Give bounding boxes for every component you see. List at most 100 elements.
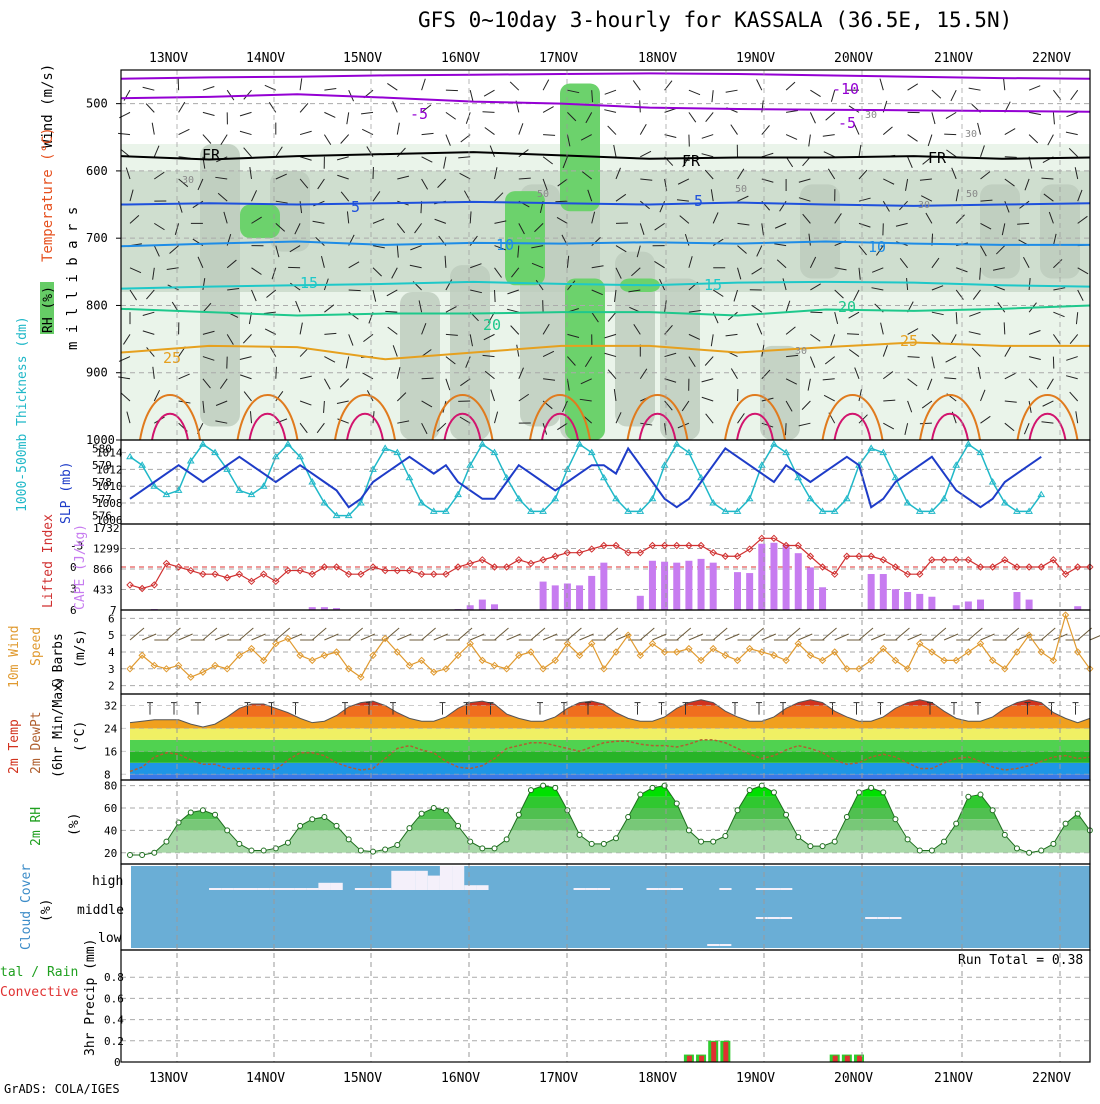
pressure-tick-label: 500 [86,97,108,111]
wind-tick-label: 6 [108,612,115,625]
cape-bar [479,600,486,610]
cape-tick-label: 433 [93,584,113,597]
temp-band [121,763,1090,774]
isotherm-label: 20 [838,298,856,316]
rh-point [686,828,691,833]
wind-barb-10m [677,628,691,640]
temp-band [121,751,1090,762]
cloud-axis-label-1: Cloud Cover [19,864,34,950]
rh-point [407,826,412,831]
date-label-top: 18NOV [638,51,677,66]
cape-bar [868,574,875,610]
rh-point [699,839,704,844]
rh-label: 30 [965,129,977,140]
wind-barb [495,290,496,302]
thickness-axis-label: 1000-500mb Thickness (dm) [15,316,30,512]
rh-point [188,810,193,815]
cloud-tick-low: low [98,931,122,946]
rh-axis-label-2: (%) [67,813,82,836]
rh-point [516,812,521,817]
cloud-high-bar [719,888,731,890]
cloud-high-bar [440,866,452,890]
rh-point [893,817,898,822]
rh-point [1051,841,1056,846]
pressure-axis-label: m i l l i b a r s [65,207,81,350]
cape-bar [1026,600,1033,610]
isotherm-label: 15 [704,276,722,294]
cape-bar [807,567,814,610]
cape-bar [576,585,583,610]
rh-point [917,848,922,853]
wind-barb-10m [422,628,436,640]
cape-tick-label: 866 [93,563,113,576]
rh-point [249,848,254,853]
rh-high-patch [560,83,600,211]
rh-label: 30 [918,200,930,211]
cloud-high-bar [780,888,792,890]
isotherm-label: -5 [410,105,428,123]
rh-point [808,844,813,849]
rh-tick-label: 40 [104,824,117,837]
cloud-high-bar [756,888,768,890]
cloud-high-bar [221,888,233,890]
temp-tick-label: 16 [104,745,117,758]
rh-point [857,790,862,795]
rh-column [980,184,1020,278]
temp-axis-label-1: 2m Temp [7,719,22,774]
rh-point [638,792,643,797]
cloud-high-bar [574,888,586,890]
cloud-high-bar [464,885,476,890]
rh-point [456,823,461,828]
cape-bar [880,574,887,610]
lifted-index-line [130,538,1090,588]
rh-point [869,785,874,790]
wind-barb-10m [823,628,837,640]
wind-axis-label-1: 10m Wind [7,625,22,688]
panel-frame [121,950,1090,1062]
rh-label: 50 [537,189,549,200]
precip-tick-label: 0 [114,1056,121,1069]
cloud-tick-middle: middle [77,903,124,918]
cloud-high-bar [355,888,367,890]
rh-column [760,346,800,440]
isotherm-label: 25 [900,332,918,350]
wind-barb-10m [713,628,727,640]
cloud-high-bar [586,888,598,890]
date-label-bottom: 16NOV [441,1071,480,1086]
rh-point [881,790,886,795]
rh-point [346,837,351,842]
wind-barb-10m [895,628,909,640]
wind-barb-10m [567,628,581,640]
rh-band [121,808,1090,819]
rh-point [966,794,971,799]
cloud-high-bar [768,888,780,890]
cloud-high-bar [318,883,330,890]
cloud-tick-high: high [92,874,123,889]
rh-point [954,821,959,826]
wind-tick-label: 2 [108,680,115,693]
temp-band [121,728,1090,739]
isotherm-label: -10 [832,80,859,98]
slp-tick-label: 1014 [96,447,123,460]
temp-band [121,717,1090,728]
rh-point [771,790,776,795]
date-label-bottom: 19NOV [736,1071,775,1086]
rh-point [285,840,290,845]
cape-bar [734,572,741,610]
rh-tick-label: 20 [104,847,117,860]
date-label-top: 20NOV [834,51,873,66]
date-label-top: 13NOV [149,51,188,66]
rh-point [796,835,801,840]
isotherm-label: FR [202,146,221,164]
rh-point [553,785,558,790]
rh-axis-label-1: 2m RH [29,807,44,846]
cloud-middle-bar [889,917,901,919]
isotherm-label: 15 [300,274,318,292]
cape-axis-label: CAPE (J/kg) [73,524,88,610]
isotherm-label: 10 [868,238,886,256]
cape-bar [977,600,984,610]
rh-point [541,783,546,788]
pressure-tick-label: 700 [86,231,108,245]
